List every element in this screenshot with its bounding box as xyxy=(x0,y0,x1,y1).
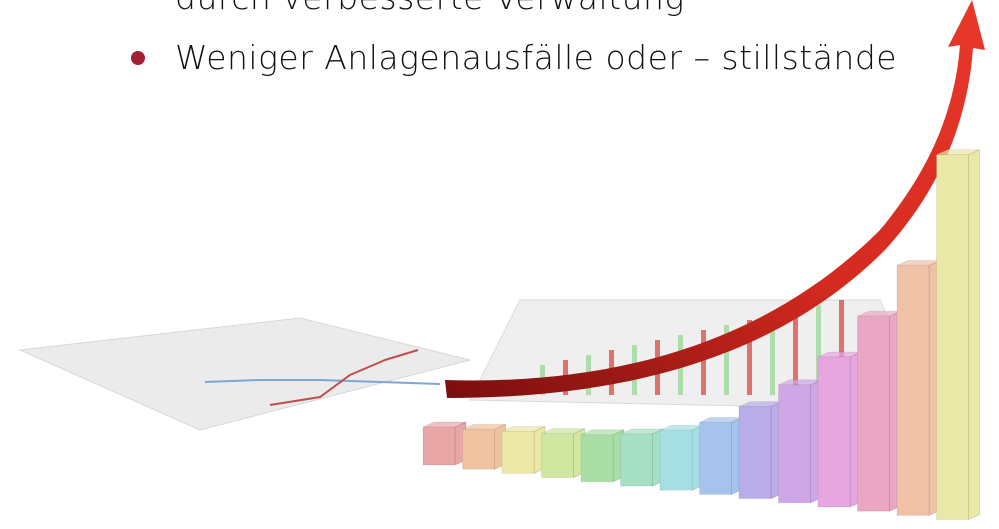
bar-front xyxy=(463,429,495,469)
bullet-text: Weniger Anlagenausfälle oder – stillstän… xyxy=(175,38,897,77)
bar-front xyxy=(937,155,969,520)
text-line: durch verbesserte Verwaltung xyxy=(175,0,685,17)
bar-front xyxy=(423,427,455,465)
bar-front xyxy=(581,435,613,482)
paper-bar xyxy=(701,330,706,395)
paper-sheet xyxy=(20,318,470,430)
bar-front xyxy=(700,422,732,494)
growth-illustration xyxy=(0,0,999,529)
bullet xyxy=(131,51,145,65)
bar-front xyxy=(739,407,771,499)
bar-front xyxy=(502,431,534,473)
bar-front xyxy=(542,434,574,478)
bar-front xyxy=(621,434,653,486)
bar-front xyxy=(779,385,811,503)
bar-front xyxy=(818,357,850,507)
bar-front xyxy=(660,430,692,490)
bar-front xyxy=(897,265,929,515)
slide: durch verbesserte Verwaltung Weniger Anl… xyxy=(0,0,999,529)
bar-front xyxy=(858,316,890,511)
bar-side xyxy=(969,150,980,520)
